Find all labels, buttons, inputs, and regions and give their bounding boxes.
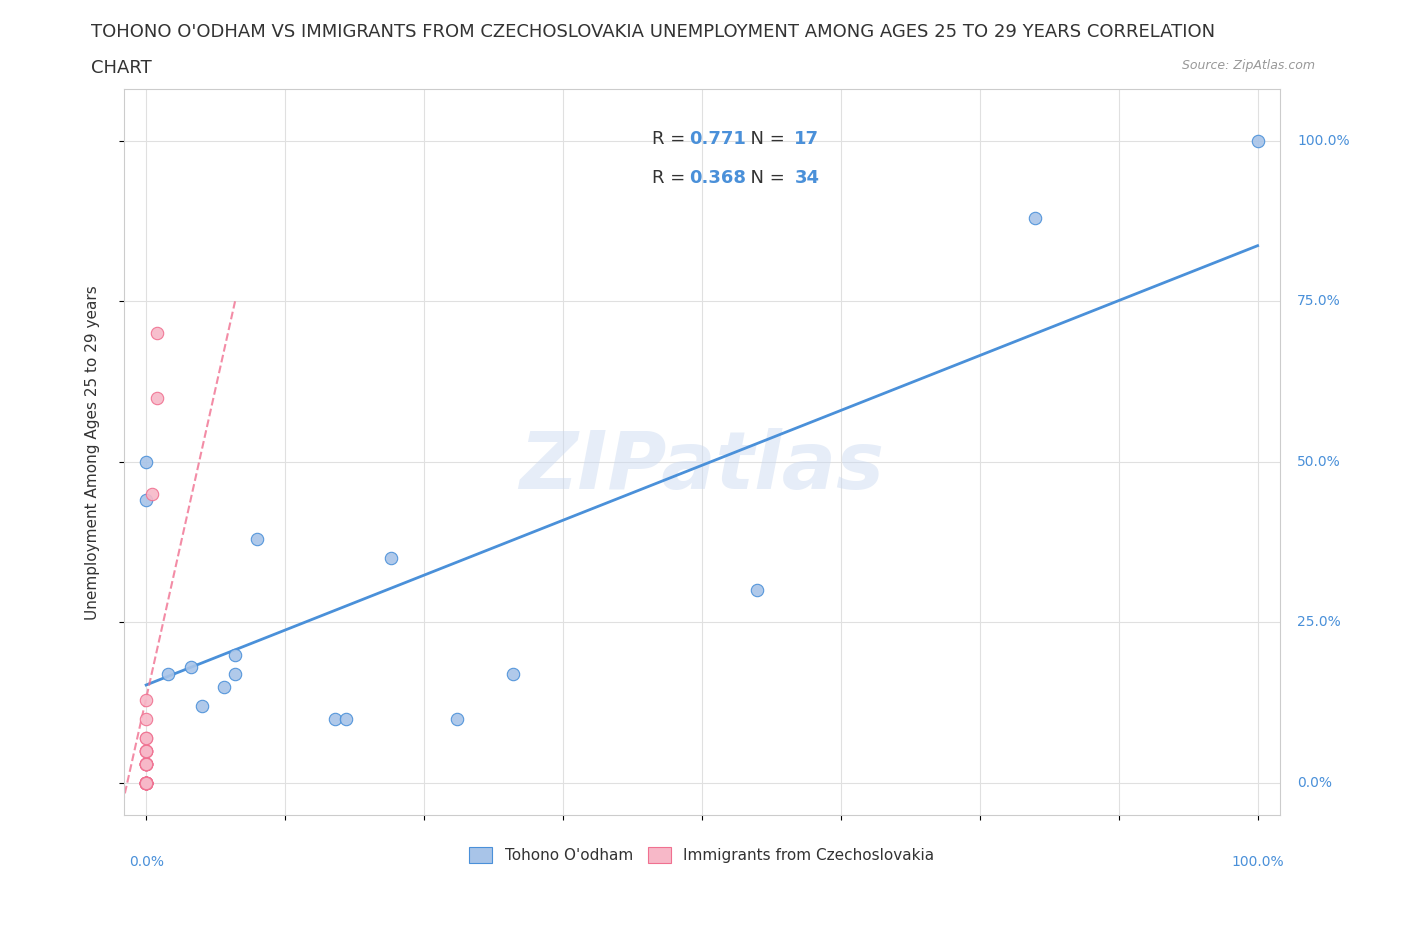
Text: 17: 17 bbox=[794, 130, 820, 149]
Point bbox=[446, 711, 468, 726]
Point bbox=[135, 731, 157, 746]
Point bbox=[135, 743, 157, 758]
Text: N =: N = bbox=[740, 130, 790, 149]
Text: CHART: CHART bbox=[91, 59, 152, 76]
Point bbox=[135, 756, 157, 771]
Point bbox=[135, 756, 157, 771]
Point bbox=[335, 711, 357, 726]
Text: ZIPatlas: ZIPatlas bbox=[519, 428, 884, 506]
Point bbox=[224, 647, 246, 662]
Text: 50.0%: 50.0% bbox=[1298, 455, 1341, 469]
Text: R =: R = bbox=[652, 169, 692, 187]
Point bbox=[135, 776, 157, 790]
Point bbox=[135, 776, 157, 790]
Point bbox=[135, 776, 157, 790]
Text: 0.0%: 0.0% bbox=[1298, 776, 1333, 790]
Point bbox=[135, 756, 157, 771]
Point bbox=[135, 776, 157, 790]
Text: 25.0%: 25.0% bbox=[1298, 616, 1341, 630]
Point bbox=[135, 455, 157, 470]
Point bbox=[141, 486, 163, 501]
Text: 34: 34 bbox=[794, 169, 820, 187]
Point bbox=[146, 391, 169, 405]
Text: N =: N = bbox=[740, 169, 790, 187]
Point bbox=[212, 679, 235, 694]
Text: 100.0%: 100.0% bbox=[1232, 855, 1284, 869]
Text: 75.0%: 75.0% bbox=[1298, 294, 1341, 309]
Point bbox=[135, 692, 157, 707]
Point bbox=[747, 583, 769, 598]
Text: 0.0%: 0.0% bbox=[128, 855, 163, 869]
Y-axis label: Unemployment Among Ages 25 to 29 years: Unemployment Among Ages 25 to 29 years bbox=[86, 285, 100, 619]
Point bbox=[380, 551, 402, 565]
Text: 0.368: 0.368 bbox=[689, 169, 747, 187]
Point bbox=[224, 667, 246, 682]
Point bbox=[135, 756, 157, 771]
Point bbox=[135, 743, 157, 758]
Point bbox=[135, 776, 157, 790]
Point bbox=[180, 660, 202, 675]
Point bbox=[135, 731, 157, 746]
Point bbox=[502, 667, 524, 682]
Point bbox=[135, 756, 157, 771]
Point bbox=[146, 326, 169, 341]
Text: TOHONO O'ODHAM VS IMMIGRANTS FROM CZECHOSLOVAKIA UNEMPLOYMENT AMONG AGES 25 TO 2: TOHONO O'ODHAM VS IMMIGRANTS FROM CZECHO… bbox=[91, 23, 1216, 41]
Point bbox=[246, 532, 269, 547]
Text: Source: ZipAtlas.com: Source: ZipAtlas.com bbox=[1181, 59, 1315, 72]
Point bbox=[190, 698, 212, 713]
Point bbox=[135, 743, 157, 758]
Text: 100.0%: 100.0% bbox=[1298, 134, 1350, 148]
Point bbox=[135, 756, 157, 771]
Point bbox=[135, 776, 157, 790]
Point bbox=[135, 776, 157, 790]
Point bbox=[135, 776, 157, 790]
Point bbox=[323, 711, 346, 726]
Text: R =: R = bbox=[652, 130, 692, 149]
Point bbox=[135, 743, 157, 758]
Point bbox=[1024, 210, 1046, 225]
Point bbox=[135, 756, 157, 771]
Point bbox=[1246, 133, 1268, 148]
Point bbox=[135, 776, 157, 790]
Point bbox=[135, 776, 157, 790]
Point bbox=[135, 776, 157, 790]
Point bbox=[157, 667, 180, 682]
Legend: Tohono O'odham, Immigrants from Czechoslovakia: Tohono O'odham, Immigrants from Czechosl… bbox=[464, 841, 941, 870]
Text: 0.771: 0.771 bbox=[689, 130, 747, 149]
Point bbox=[135, 776, 157, 790]
Point bbox=[135, 711, 157, 726]
Point bbox=[135, 776, 157, 790]
Point bbox=[135, 776, 157, 790]
Point bbox=[135, 776, 157, 790]
Point bbox=[135, 776, 157, 790]
Point bbox=[135, 493, 157, 508]
